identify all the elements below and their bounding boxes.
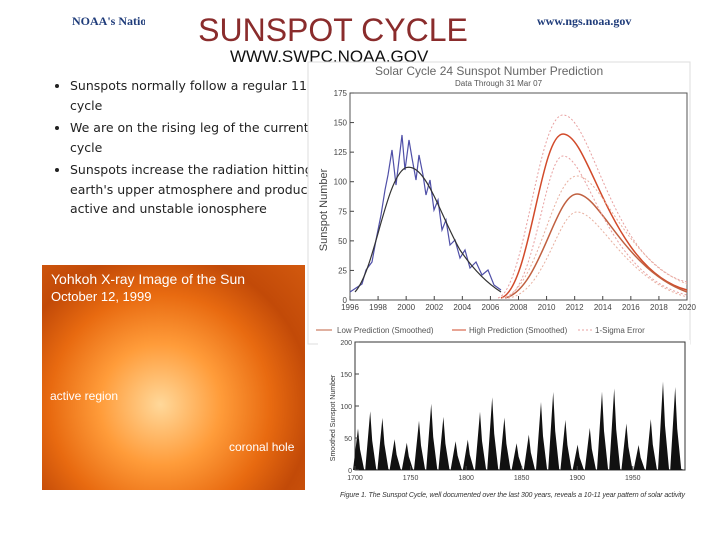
- x-tick-label: 1998: [369, 303, 387, 312]
- y-tick-label: 150: [340, 372, 352, 379]
- title: SUNSPOT CYCLE: [145, 12, 521, 48]
- x-tick-label: 2012: [566, 303, 584, 312]
- y-tick-label: 100: [334, 178, 348, 187]
- image-date: October 12, 1999: [51, 289, 152, 304]
- x-tick-label: 2006: [482, 303, 500, 312]
- sigma: [504, 155, 688, 299]
- y-axis-label: Sunspot Number: [318, 168, 330, 251]
- x-tick-label: 1996: [341, 303, 359, 312]
- x-tick-label: 1700: [347, 475, 363, 482]
- bullet-list: Sunspots normally follow a regular 11 ye…: [30, 76, 340, 222]
- y-tick-label: 0: [348, 468, 352, 475]
- sun-image: Yohkoh X-ray Image of the Sun October 12…: [42, 265, 305, 490]
- x-tick-label: 2008: [510, 303, 528, 312]
- bullet: We are on the rising leg of the current …: [70, 118, 340, 157]
- y-tick-label: 150: [334, 119, 348, 128]
- image-label: coronal hole: [229, 440, 295, 454]
- x-tick-label: 1850: [514, 475, 530, 482]
- y-axis-label: Smoothed Sunspot Number: [330, 374, 337, 461]
- sigma: [501, 175, 688, 299]
- x-tick-label: 2018: [650, 303, 668, 312]
- y-tick-label: 175: [334, 89, 348, 98]
- y-tick-label: 125: [334, 148, 348, 157]
- bullet: Sunspots normally follow a regular 11 ye…: [70, 76, 340, 115]
- subtitle: WWW.SWPC.NOAA.GOV: [230, 47, 429, 66]
- observed-smoothed: [354, 166, 502, 293]
- chart-title: Solar Cycle 24 Sunspot Number Prediction: [375, 64, 603, 78]
- y-tick-label: 100: [340, 404, 352, 411]
- curves: [349, 114, 688, 299]
- sigma: [497, 114, 688, 299]
- x-tick-label: 2010: [538, 303, 556, 312]
- image-title: Yohkoh X-ray Image of the Sun: [51, 271, 246, 287]
- low-prediction: [504, 193, 688, 299]
- y-tick-label: 200: [340, 340, 352, 347]
- legend-label: High Prediction (Smoothed): [469, 326, 568, 335]
- x-tick-label: 2016: [622, 303, 640, 312]
- high-prediction: [500, 133, 688, 299]
- observed: [349, 134, 502, 293]
- legend-label: Low Prediction (Smoothed): [337, 326, 434, 335]
- x-tick-label: 2020: [678, 303, 696, 312]
- y-tick-label: 0: [343, 296, 348, 305]
- chart-subtitle: Data Through 31 Mar 07: [455, 79, 543, 88]
- x-tick-label: 2004: [453, 303, 471, 312]
- y-tick-label: 50: [338, 237, 347, 246]
- bullet: Sunspots increase the radiation hitting …: [70, 160, 340, 219]
- x-tick-label: 2014: [594, 303, 612, 312]
- cycle-spikes: [353, 381, 685, 470]
- header-left: NOAA's Nation: [72, 14, 154, 28]
- caption: Figure 1. The Sunspot Cycle, well docume…: [340, 492, 686, 499]
- header-right: www.ngs.noaa.gov: [537, 14, 632, 28]
- x-tick-label: 2000: [397, 303, 415, 312]
- x-tick-label: 1950: [625, 475, 641, 482]
- x-tick-label: 1750: [403, 475, 419, 482]
- y-tick-label: 50: [344, 436, 352, 443]
- x-tick-label: 1900: [569, 475, 585, 482]
- legend-label: 1-Sigma Error: [595, 326, 645, 335]
- x-tick-label: 1800: [458, 475, 474, 482]
- image-label: active region: [50, 389, 119, 403]
- x-tick-label: 2002: [425, 303, 443, 312]
- y-tick-label: 25: [338, 266, 347, 275]
- y-tick-label: 75: [338, 207, 347, 216]
- prediction-panel: [307, 61, 691, 345]
